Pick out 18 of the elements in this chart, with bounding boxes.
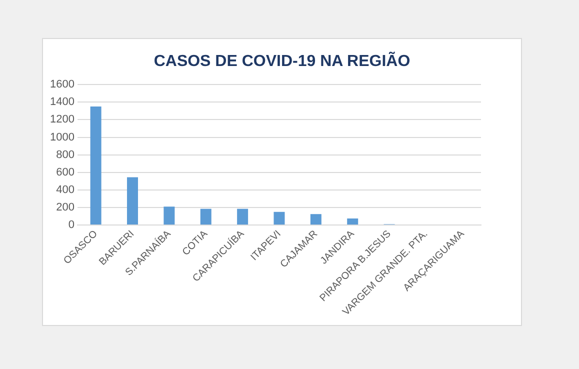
y-tick-label: 0 — [68, 219, 74, 232]
bar — [274, 212, 285, 225]
bar — [164, 206, 175, 225]
bar — [90, 106, 102, 225]
bar — [126, 177, 138, 225]
chart-title: CASOS DE COVID-19 NA REGIÃO — [152, 53, 412, 71]
y-tick-label: 400 — [56, 184, 74, 196]
y-tick-label: 1000 — [50, 131, 74, 144]
y-tick-label: 1200 — [50, 114, 74, 126]
y-tick-label: 600 — [56, 166, 74, 178]
y-tick-label: 800 — [56, 148, 74, 161]
y-tick-label: 200 — [56, 202, 74, 214]
bar — [347, 218, 358, 225]
bar — [200, 208, 212, 225]
bar — [310, 214, 322, 225]
y-tick-label: 1400 — [50, 96, 74, 108]
y-tick-label: 1600 — [50, 78, 74, 91]
bar — [237, 208, 248, 225]
